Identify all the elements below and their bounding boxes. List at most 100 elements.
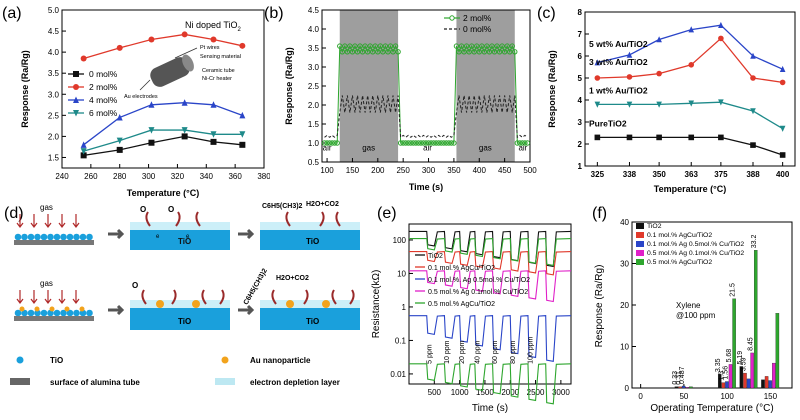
data-point: [239, 111, 246, 119]
arrow-3: [108, 304, 125, 316]
data-point: [491, 49, 498, 55]
x-tick-label: 150: [764, 392, 778, 401]
data-point: [387, 43, 394, 49]
arrow-2: [238, 228, 255, 240]
data-point: [326, 140, 333, 146]
data-label: 0.33: [672, 371, 679, 385]
tio2-sphere: [60, 233, 67, 241]
row2-stage3: TiO H2O+CO2 C6H5(CH3)2: [243, 268, 360, 330]
tio2-sphere: [73, 233, 80, 241]
au-particle: [156, 300, 164, 308]
y-tick-label: 1: [402, 303, 407, 312]
data-point: [504, 43, 510, 49]
data-point: [594, 101, 601, 108]
data-point: [461, 49, 467, 55]
o-minus-label-1: O: [168, 205, 174, 214]
electron-label-2: e: [186, 234, 190, 240]
data-label: 1.3: [719, 371, 726, 381]
x-tick-label: 280: [113, 172, 127, 181]
legend-label: 4 mol%: [89, 95, 118, 105]
ceramic-tube-end: [182, 54, 194, 72]
x-tick-label: 240: [55, 172, 69, 181]
data-point: [501, 49, 508, 55]
data-point: [80, 152, 87, 159]
data-point: [481, 49, 488, 55]
series-line: [409, 363, 572, 405]
data-point: [474, 43, 480, 49]
bar: [725, 381, 729, 389]
legend-label: 0.1 mol.% AgCu/TiO2: [647, 232, 712, 239]
panel-b: (b) 100 150 200 250 300 350 400 450 500 0.5 1.0 1.5…: [262, 0, 537, 200]
data-point: [448, 140, 455, 146]
data-point: [370, 49, 376, 55]
tio2-label-1: TiO: [178, 237, 191, 246]
panel-f-bars: [674, 250, 780, 389]
row1-stage1: gas: [14, 203, 94, 245]
y-tick-label: 40: [620, 218, 629, 227]
data-point: [509, 43, 515, 49]
panel-e-ppm-labels: 5 ppm 10 ppm 20 ppm 40 ppm 60 ppm 80 ppm 100 p…: [426, 336, 534, 363]
data-point: [181, 133, 188, 140]
tio2-spheres-row2: [14, 306, 93, 317]
panel-a-ylabel: Response (Ra/Rg): [20, 50, 30, 128]
data-point: [430, 140, 437, 146]
panel-f-annotation-conc: @100 ppm: [676, 311, 716, 320]
data-point: [367, 43, 373, 49]
data-point: [626, 134, 633, 141]
y-tick-label: 8: [578, 8, 583, 17]
data-point: [334, 140, 340, 146]
legend-tio2-icon: [16, 356, 24, 364]
bar: [754, 250, 758, 389]
bar: [772, 362, 776, 389]
x-tick-label: 338: [623, 170, 637, 179]
data-label: 21.5: [730, 283, 737, 297]
gas-window: [456, 10, 515, 162]
panel-a-legend: 0 mol% 2 mol% 4 mol% 6 mol%: [68, 69, 118, 118]
data-point: [344, 49, 351, 55]
o2-label-1: O: [140, 205, 146, 214]
data-point: [347, 43, 353, 49]
data-point: [479, 43, 485, 49]
legend-label: 2 mol%: [463, 13, 492, 23]
data-point: [499, 43, 505, 49]
data-point: [750, 52, 756, 59]
data-point: [385, 49, 391, 55]
x-tick-label: 500: [428, 388, 442, 397]
tio2-sphere: [53, 309, 61, 317]
bar: [721, 382, 726, 389]
data-point: [380, 49, 386, 55]
data-point: [522, 140, 528, 146]
tio2-sphere: [27, 233, 35, 241]
data-point: [148, 127, 155, 134]
products-label-2: H2O+CO2: [276, 275, 309, 282]
tio2-label-2: TiO: [306, 237, 319, 246]
data-point: [456, 49, 462, 55]
region-label: gas: [479, 144, 492, 153]
schematic-label-heater: Ni-Cr heater: [202, 76, 232, 82]
legend-label: 0.5 mol.% Ag 0.1mol.% Cu/TiO2: [647, 250, 744, 257]
x-tick-label: 100: [720, 392, 734, 401]
legend-marker: [73, 110, 79, 117]
data-point: [656, 70, 662, 77]
data-point: [476, 49, 482, 55]
data-point: [425, 140, 432, 146]
data-point: [656, 134, 662, 141]
bar: [689, 386, 693, 389]
panel-b-chart: (b) 100 150 200 250 300 350 400 450 500 0.5 1.0 1.5…: [264, 5, 537, 192]
series-line: [409, 250, 572, 276]
series-line: [83, 129, 243, 152]
au-particle: [49, 306, 55, 312]
data-point: [471, 49, 477, 55]
panel-e-legend: TiO2 0.1 mol.% AgCu/TiO2 0.1 mol.%. Ag 0.5…: [415, 253, 530, 308]
panel-e-chart: (e) 500 1000 1500 2000 2500 30000.010.1110100…: [371, 205, 572, 414]
panel-d-letter: (d): [4, 205, 24, 222]
data-point: [372, 43, 378, 49]
y-tick-label: 2.0: [48, 132, 60, 141]
x-tick-label: 450: [498, 166, 512, 175]
y-tick-label: 6: [578, 52, 583, 61]
legend-swatch: [636, 232, 644, 238]
data-point: [339, 49, 345, 55]
x-tick-label: 400: [473, 166, 487, 175]
legend-label: 0.5 mol.% AgCu/TiO2: [647, 259, 712, 266]
